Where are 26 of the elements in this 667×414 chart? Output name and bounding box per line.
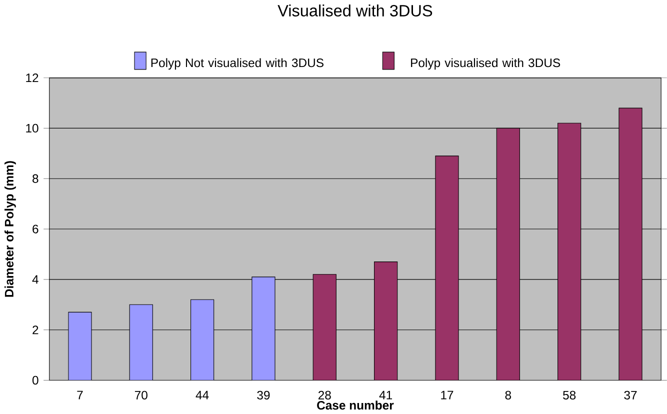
y-tick-label: 2 [32,326,38,334]
y-tick-label: 10 [26,124,38,132]
x-tick-label: 8 [505,390,512,400]
y-tick-label: 8 [32,174,38,183]
x-tick-label: 44 [196,390,209,400]
y-axis-title: Diameter of Polyp (mm) [4,161,16,297]
x-tick-label: 37 [624,390,637,400]
legend-label: Polyp visualised with 3DUS [411,58,560,70]
x-tick-label: 70 [134,390,148,400]
x-axis-title: Case number [317,400,394,410]
chart-title: Visualised with 3DUS [278,4,432,16]
legend-label: Polyp Not visualised with 3DUS [151,58,324,70]
x-tick-label: 7 [77,390,83,400]
y-tick-label: 0 [32,376,38,385]
x-tick-label: 17 [441,390,454,400]
bar [252,276,276,380]
y-tick-label: 6 [32,224,38,234]
x-tick-label: 58 [563,390,576,400]
x-tick-label: 39 [257,390,270,400]
bar [129,304,153,380]
y-tick-label: 12 [26,73,38,82]
x-tick-label: 41 [379,390,392,400]
bar [190,299,214,380]
x-tick-label: 28 [318,390,331,400]
bar [68,312,92,380]
y-tick-label: 4 [32,275,38,284]
